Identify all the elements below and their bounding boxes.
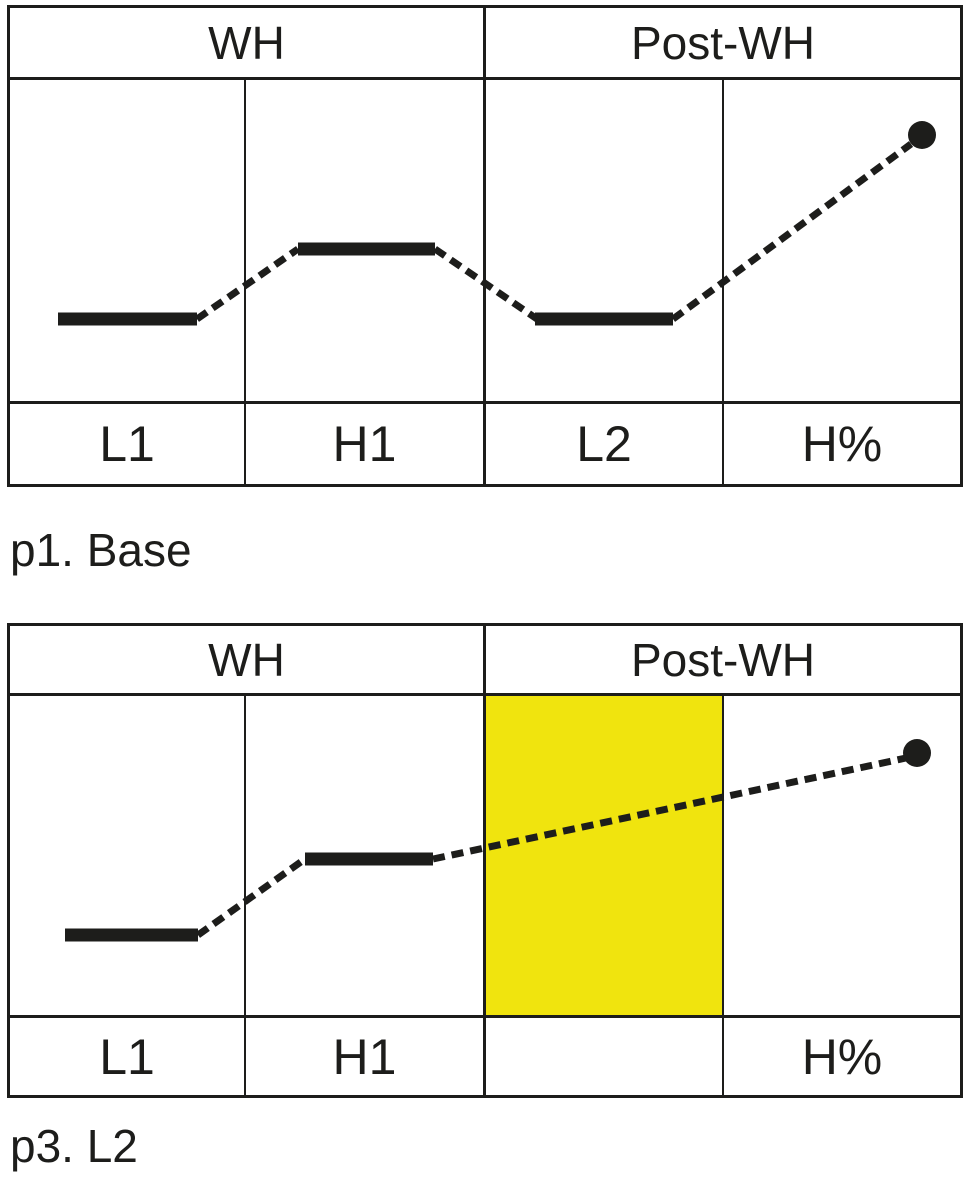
header-cell-post-wh: Post-WH xyxy=(486,8,960,77)
header-label-post-wh: Post-WH xyxy=(631,16,815,69)
highlight-l2-column xyxy=(486,696,722,1015)
figure-p1-base: WH Post-WH L1 H1 L2 H% xyxy=(7,5,963,487)
header-label-post-wh: Post-WH xyxy=(631,633,815,686)
label-cell-h-percent: H% xyxy=(724,404,960,484)
tone-label-h1: H1 xyxy=(332,416,397,472)
label-cell-l2: L2 xyxy=(486,404,722,484)
column-divider xyxy=(244,696,246,1095)
figure-caption-p3: p3. L2 xyxy=(10,1120,138,1172)
boundary-tone-dot xyxy=(908,121,936,149)
label-cell-h1: H1 xyxy=(246,1018,483,1095)
label-row-top-border xyxy=(10,1015,960,1018)
header-label-wh: WH xyxy=(208,16,285,69)
interpolation-dashed-line xyxy=(433,246,539,322)
tone-label-l2: L2 xyxy=(576,416,632,472)
column-divider xyxy=(722,696,724,1095)
column-divider xyxy=(722,80,724,484)
header-cell-wh: WH xyxy=(10,8,483,77)
tone-label-h-percent: H% xyxy=(801,1028,883,1085)
header-label-wh: WH xyxy=(208,633,285,686)
label-row-top-border xyxy=(10,401,960,404)
interpolation-dashed-line xyxy=(195,246,300,322)
interpolation-dashed-line xyxy=(195,856,308,938)
label-cell-h1: H1 xyxy=(246,404,483,484)
label-cell-h-percent: H% xyxy=(724,1018,960,1095)
figure-caption-p1: p1. Base xyxy=(10,524,192,576)
tone-label-l1: L1 xyxy=(99,416,155,472)
boundary-tone-dot xyxy=(903,739,931,767)
header-cell-post-wh: Post-WH xyxy=(486,626,960,693)
column-divider xyxy=(244,80,246,484)
tone-label-h-percent: H% xyxy=(801,416,883,472)
tone-label-h1: H1 xyxy=(332,1028,397,1085)
label-cell-empty xyxy=(486,1018,722,1095)
figure-p3-l2: WH Post-WH L1 H1 H% xyxy=(7,623,963,1098)
header-cell-wh: WH xyxy=(10,626,483,693)
section-divider xyxy=(483,626,486,1095)
label-cell-l1: L1 xyxy=(10,404,244,484)
tone-label-l1: L1 xyxy=(99,1028,155,1085)
label-cell-l1: L1 xyxy=(10,1018,244,1095)
section-divider xyxy=(483,8,486,484)
interpolation-dashed-line xyxy=(670,141,914,322)
